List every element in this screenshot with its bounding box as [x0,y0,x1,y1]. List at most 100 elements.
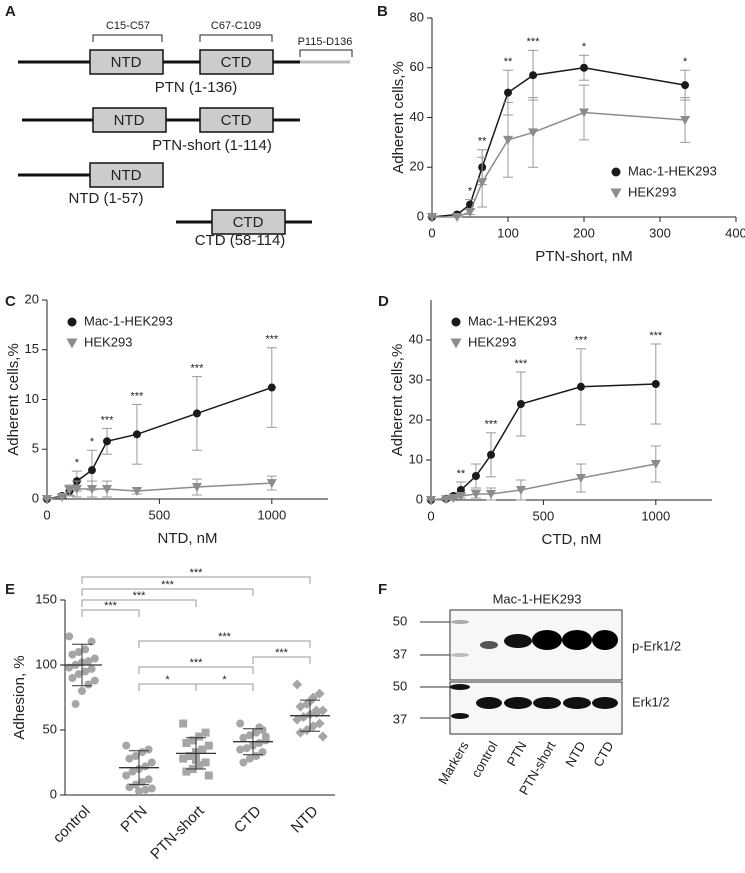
x-tick-label: 300 [649,225,671,240]
significance-label: ** [478,136,487,148]
x-tick-label: 0 [43,507,50,522]
data-point [125,754,134,763]
data-point [292,714,303,725]
legend-label: HEK293 [628,184,676,199]
data-point [188,736,197,745]
y-tick-label: 80 [410,9,424,24]
comparison-label: *** [161,579,175,591]
band [480,641,498,649]
data-point [147,784,156,793]
marker-size: 37 [393,646,407,661]
data-point [191,483,202,493]
data-point [81,667,90,676]
data-point [239,758,248,767]
data-point [78,687,86,695]
y-tick-label: 5 [32,441,39,456]
band [451,620,469,624]
data-point [201,728,210,737]
x-tick-label: PTN-short [147,802,208,863]
significance-label: *** [485,419,499,431]
comparison-bracket [81,588,254,596]
y-tick-label: 0 [50,786,57,801]
data-point [195,732,204,741]
band [504,634,532,648]
region-label: C67-C109 [211,20,261,32]
data-point [192,409,201,418]
domain-box [199,49,274,75]
data-point [64,486,75,496]
lane-label: control [468,739,501,780]
series-line [46,386,273,500]
band [504,697,532,709]
data-point [103,437,112,446]
x-tick-label: 500 [149,507,171,522]
data-point [245,754,254,763]
y-axis-label: Adherent cells,% [389,344,406,457]
x-tick-label: 400 [725,225,745,240]
band [532,630,562,650]
band [533,697,561,709]
significance-label: *** [191,363,205,375]
data-point [255,739,264,747]
data-point [185,752,194,760]
data-point [427,213,437,222]
data-point [528,128,539,138]
data-point [179,754,188,763]
comparison-bracket [252,656,311,664]
data-point [258,748,267,757]
y-tick-label: 20 [409,411,423,426]
legend-marker [67,317,77,327]
lane-label: NTD [562,739,588,770]
data-point [87,637,96,646]
data-point [182,739,191,747]
data-point [242,744,251,753]
significance-label: * [75,457,80,469]
data-point [141,762,150,771]
panel-label: F [378,581,387,598]
band [451,653,469,657]
data-point [236,745,245,754]
data-point [204,741,213,750]
y-tick-label: 150 [35,591,57,606]
data-point [71,700,80,708]
significance-label: *** [527,36,541,48]
data-point [125,783,134,792]
data-point [128,767,137,776]
y-tick-label: 100 [35,656,57,671]
blot: F Mac-1-HEK293 50 37 50 37 p-Erk1/2 Erk1… [378,581,681,798]
x-tick-label: 200 [573,225,595,240]
data-point [503,135,513,145]
data-point [255,723,264,732]
data-point [452,213,463,222]
data-point [465,208,475,218]
x-tick-label: NTD [288,802,322,836]
panel-label: C [5,293,16,310]
x-tick-label: 1000 [641,508,670,523]
data-point [90,676,99,685]
data-point [102,485,113,495]
data-point [651,380,660,388]
data-point [650,460,661,469]
data-point [245,731,254,740]
legend-label: Mac-1-HEK293 [468,313,557,328]
data-point [179,719,188,728]
data-point [239,733,248,742]
legend-label: Mac-1-HEK293 [84,313,173,328]
data-point [90,654,99,663]
data-point [455,492,466,501]
significance-label: ** [504,56,513,68]
band [476,697,502,709]
legend-marker [66,338,78,349]
blot-box [449,681,623,735]
data-point [681,81,690,90]
data-point [195,761,204,770]
data-point [131,752,140,760]
data-point [580,63,588,72]
data-point [135,787,143,796]
blot-title: Mac-1-HEK293 [493,591,582,606]
significance-label: * [683,56,688,68]
bracket [92,34,353,57]
y-tick-label: 40 [409,331,423,346]
significance-label: * [90,436,95,448]
